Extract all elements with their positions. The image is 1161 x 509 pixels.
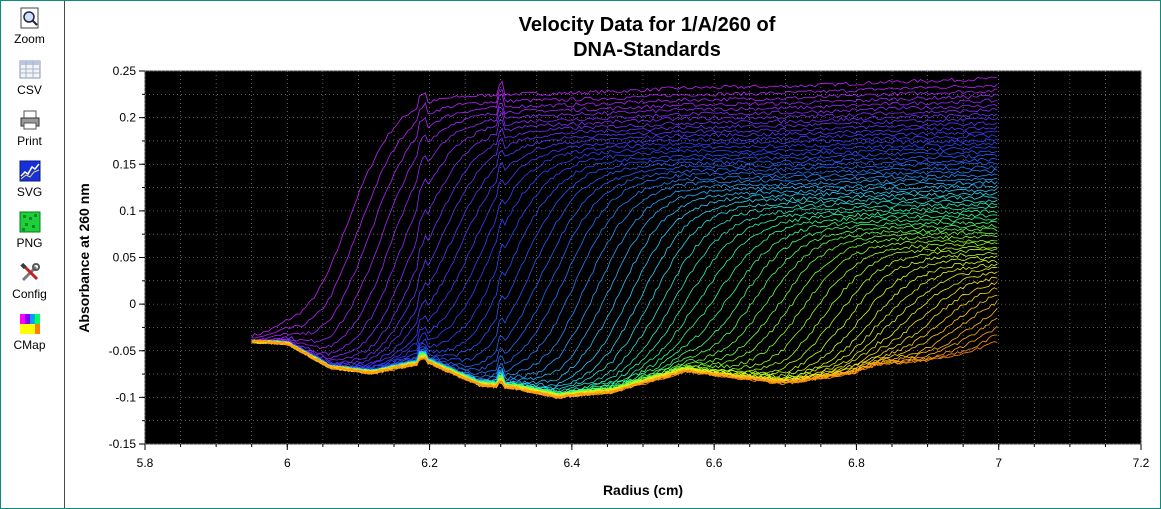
scan-series xyxy=(251,103,998,356)
toolbar: Zoom CSV Print xyxy=(1,1,65,508)
scan-series xyxy=(251,76,998,338)
png-label: PNG xyxy=(16,236,43,250)
scan-series xyxy=(251,108,998,360)
series-group xyxy=(251,76,998,400)
y-tick-label: 0.1 xyxy=(119,204,136,218)
printer-icon xyxy=(20,110,39,130)
scan-series xyxy=(251,334,998,400)
svg-icon xyxy=(19,160,40,182)
print-label: Print xyxy=(17,134,42,148)
zoom-button[interactable]: Zoom xyxy=(1,7,58,46)
csv-icon xyxy=(19,60,40,79)
print-button[interactable]: Print xyxy=(1,109,58,148)
x-tick-label: 6 xyxy=(284,456,291,470)
y-tick-label: 0.05 xyxy=(113,251,137,265)
x-axis-label: Radius (cm) xyxy=(603,482,683,498)
scan-series xyxy=(251,116,998,365)
chart-title: Velocity Data for 1/A/260 of xyxy=(519,14,776,36)
config-icon xyxy=(19,262,40,282)
y-tick-label: -0.05 xyxy=(109,344,137,358)
zoom-label: Zoom xyxy=(14,32,45,46)
x-tick-label: 6.2 xyxy=(421,456,438,470)
x-tick-label: 6.4 xyxy=(564,456,581,470)
scan-series xyxy=(251,88,998,341)
config-button[interactable]: Config xyxy=(1,262,58,301)
svg-label: SVG xyxy=(16,185,43,199)
y-tick-label: 0 xyxy=(129,297,136,311)
x-tick-label: 7.2 xyxy=(1133,456,1150,470)
axes: 5.8 6 6.2 6.4 6.6 6.8 7 7.2 0.25 0.2 0.15 0.1 0.05 0 -… xyxy=(109,64,1150,470)
csv-label: CSV xyxy=(17,83,42,97)
y-axis-label: Absorbance at 260 nm xyxy=(76,183,92,332)
csv-button[interactable]: CSV xyxy=(1,58,58,97)
scan-series xyxy=(251,112,998,362)
chart-subtitle: DNA-Standards xyxy=(573,39,721,61)
scan-series xyxy=(251,125,998,367)
scan-series xyxy=(251,83,998,339)
scan-series xyxy=(251,98,998,350)
scan-series xyxy=(251,209,998,395)
x-tick-label: 6.6 xyxy=(706,456,723,470)
chart: Velocity Data for 1/A/260 of DNA-Standar… xyxy=(76,14,1150,498)
zoom-icon xyxy=(20,7,38,29)
scan-series xyxy=(251,121,998,367)
scan-series xyxy=(251,339,998,400)
plot-area[interactable] xyxy=(144,70,1142,445)
scan-series xyxy=(251,138,998,371)
scan-series xyxy=(251,94,998,343)
config-label: Config xyxy=(12,287,47,301)
x-tick-label: 5.8 xyxy=(137,456,154,470)
png-icon xyxy=(19,211,40,233)
y-tick-label: 0.15 xyxy=(113,157,137,171)
png-button[interactable]: PNG xyxy=(1,211,58,250)
cmap-label: CMap xyxy=(13,338,46,352)
svg-button[interactable]: SVG xyxy=(1,160,58,199)
x-tick-label: 6.8 xyxy=(848,456,865,470)
cmap-button[interactable]: CMap xyxy=(1,313,58,352)
y-tick-label: -0.1 xyxy=(115,390,136,404)
y-tick-label: 0.2 xyxy=(119,111,136,125)
scan-series xyxy=(251,130,998,369)
y-tick-label: -0.15 xyxy=(109,437,137,451)
colormap-icon xyxy=(19,314,40,334)
y-tick-label: 0.25 xyxy=(113,64,137,78)
x-tick-label: 7 xyxy=(995,456,1002,470)
